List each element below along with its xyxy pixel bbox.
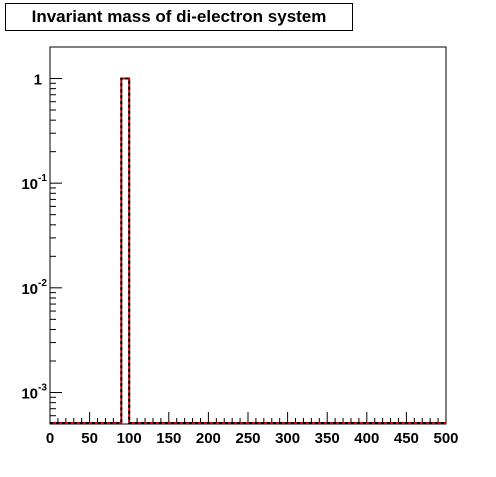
histogram-outline-dashed — [50, 77, 446, 424]
histogram-outline-red — [50, 77, 446, 424]
y-tick-label-exponent: -2 — [38, 278, 47, 289]
x-tick-label: 50 — [81, 430, 98, 447]
y-tick-label-exponent: -1 — [38, 173, 47, 184]
histogram — [50, 77, 446, 424]
x-tick-label: 250 — [235, 430, 260, 447]
x-tick-label: 150 — [156, 430, 181, 447]
x-tick-label: 450 — [394, 430, 419, 447]
x-tick-label: 500 — [433, 430, 458, 447]
y-axis-tick-labels: 110-110-210-3 — [21, 72, 47, 403]
y-tick-label: 10 — [21, 281, 38, 298]
x-tick-label: 200 — [196, 430, 221, 447]
x-tick-label: 300 — [275, 430, 300, 447]
x-axis-tick-labels: 0 50 100 150 200 250 300 350 400 450 500 — [46, 430, 459, 447]
x-tick-label: 400 — [354, 430, 379, 447]
histogram-bin — [121, 79, 129, 423]
y-tick-label: 10 — [21, 385, 38, 402]
chart-title: Invariant mass of di-electron system — [5, 3, 353, 31]
x-tick-label: 350 — [315, 430, 340, 447]
x-tick-label: 0 — [46, 430, 54, 447]
y-tick-label: 10 — [21, 176, 38, 193]
y-axis-ticks — [50, 78, 62, 417]
y-tick-label-exponent: -3 — [38, 382, 47, 393]
x-tick-label: 100 — [117, 430, 142, 447]
plot-frame — [49, 46, 447, 425]
y-tick-label: 1 — [34, 72, 42, 89]
